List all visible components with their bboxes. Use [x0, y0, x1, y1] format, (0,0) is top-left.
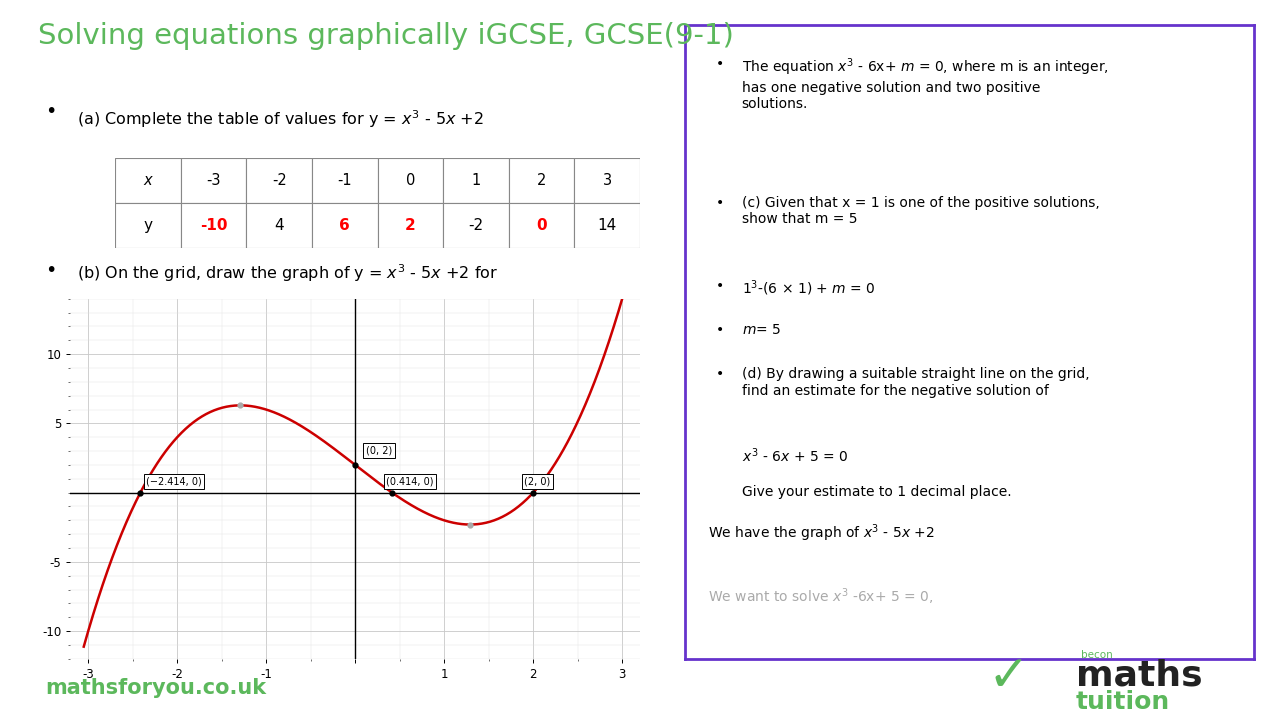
Text: maths: maths: [1075, 658, 1202, 693]
Text: (d) By drawing a suitable straight line on the grid,
find an estimate for the ne: (d) By drawing a suitable straight line …: [742, 367, 1089, 397]
Text: 2: 2: [404, 218, 416, 233]
Text: (a) Complete the table of values for y = $x^3$ - 5$x$ +2: (a) Complete the table of values for y =…: [77, 108, 484, 130]
Text: (−2.414, 0): (−2.414, 0): [146, 477, 202, 486]
Text: x: x: [143, 174, 152, 189]
Text: •: •: [716, 279, 724, 292]
Text: (2, 0): (2, 0): [525, 477, 550, 486]
Text: 14: 14: [598, 218, 617, 233]
Text: 1: 1: [471, 174, 480, 189]
Text: (b) On the grid, draw the graph of y = $x^3$ - 5$x$ +2 for: (b) On the grid, draw the graph of y = $…: [77, 263, 498, 284]
Bar: [180, 203, 246, 248]
Text: •: •: [716, 367, 724, 382]
Text: tuition: tuition: [1075, 690, 1170, 714]
Text: Solving equations graphically iGCSE, GCSE(9-1): Solving equations graphically iGCSE, GCS…: [38, 22, 735, 50]
Text: 3: 3: [603, 174, 612, 189]
Text: •: •: [716, 197, 724, 210]
Bar: [443, 158, 508, 203]
Bar: [378, 158, 443, 203]
Text: -2: -2: [271, 174, 287, 189]
Text: The equation $x^3$ - 6x+ $m$ = 0, where m is an integer,
has one negative soluti: The equation $x^3$ - 6x+ $m$ = 0, where …: [742, 57, 1108, 111]
Bar: [508, 203, 575, 248]
Text: Give your estimate to 1 decimal place.: Give your estimate to 1 decimal place.: [742, 485, 1011, 498]
Bar: [246, 158, 312, 203]
Text: 0: 0: [536, 218, 547, 233]
Text: We have the graph of $x^3$ - 5$x$ +2: We have the graph of $x^3$ - 5$x$ +2: [708, 523, 934, 544]
Text: •: •: [45, 102, 56, 121]
Bar: [575, 158, 640, 203]
Text: y: y: [143, 218, 152, 233]
Text: •: •: [45, 261, 56, 279]
Text: $x^3$ - 6$x$ + 5 = 0: $x^3$ - 6$x$ + 5 = 0: [742, 446, 847, 465]
Text: becon: becon: [1082, 650, 1114, 660]
Text: 1$^3$-(6 × 1) + $m$ = 0: 1$^3$-(6 × 1) + $m$ = 0: [742, 279, 876, 298]
Text: We want to solve $x^3$ -6x+ 5 = 0,: We want to solve $x^3$ -6x+ 5 = 0,: [708, 586, 933, 606]
Text: •: •: [716, 57, 724, 71]
Bar: [246, 203, 312, 248]
Text: 0: 0: [406, 174, 415, 189]
Bar: [115, 203, 180, 248]
Bar: [180, 158, 246, 203]
Text: ✓: ✓: [987, 653, 1029, 701]
Text: 2: 2: [536, 174, 547, 189]
Text: 4: 4: [274, 218, 284, 233]
Bar: [312, 203, 378, 248]
Bar: [378, 203, 443, 248]
Bar: [508, 158, 575, 203]
Text: -3: -3: [206, 174, 221, 189]
Bar: [443, 203, 508, 248]
Text: (0, 2): (0, 2): [366, 446, 392, 456]
Text: (0.414, 0): (0.414, 0): [387, 477, 434, 486]
Bar: [312, 158, 378, 203]
Text: -1: -1: [338, 174, 352, 189]
Text: mathsforyou.co.uk: mathsforyou.co.uk: [45, 678, 266, 698]
Bar: [575, 203, 640, 248]
Text: (c) Given that x = 1 is one of the positive solutions,
show that m = 5: (c) Given that x = 1 is one of the posit…: [742, 197, 1100, 227]
Text: $m$= 5: $m$= 5: [742, 323, 781, 337]
Text: -10: -10: [200, 218, 228, 233]
Text: 6: 6: [339, 218, 351, 233]
Text: •: •: [716, 323, 724, 337]
Bar: [115, 158, 180, 203]
Text: -2: -2: [468, 218, 484, 233]
